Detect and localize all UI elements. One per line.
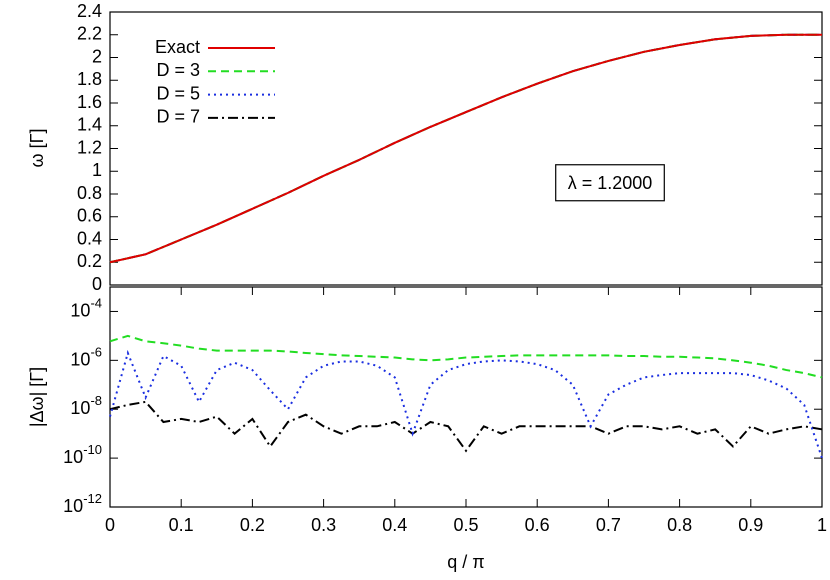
y-tick-label: 0.8 bbox=[77, 183, 102, 203]
data-line bbox=[109, 349, 823, 459]
annotation-box bbox=[555, 164, 665, 202]
x-tick-label: 0.1 bbox=[169, 515, 194, 535]
x-tick-label: 0.4 bbox=[382, 515, 407, 535]
x-tick-label: 1 bbox=[817, 515, 827, 535]
x-tick-label: 0 bbox=[105, 515, 115, 535]
y-tick-label: 0 bbox=[92, 274, 102, 294]
annotation: λ = 1.2000 bbox=[568, 173, 653, 193]
y-tick-label: 2 bbox=[92, 46, 102, 66]
y-tick-label: 10-4 bbox=[70, 296, 102, 320]
y-tick-label: 1 bbox=[92, 160, 102, 180]
data-line bbox=[109, 33, 822, 264]
y-tick-label: 10-10 bbox=[63, 443, 102, 467]
legend-label: D = 7 bbox=[156, 107, 200, 127]
data-line bbox=[109, 33, 822, 264]
x-tick-label: 0.3 bbox=[311, 515, 336, 535]
y-tick-label: 1.4 bbox=[77, 115, 102, 135]
x-axis-label: q / π bbox=[447, 552, 484, 572]
y-tick-label: 2.2 bbox=[77, 24, 102, 44]
data-line bbox=[109, 33, 822, 264]
y-tick-label: 0.4 bbox=[77, 228, 102, 248]
x-tick-label: 0.8 bbox=[667, 515, 692, 535]
data-line bbox=[109, 400, 823, 453]
y-tick-label: 1.6 bbox=[77, 92, 102, 112]
x-tick-label: 0.2 bbox=[240, 515, 265, 535]
legend-label: D = 5 bbox=[156, 83, 200, 103]
x-tick-label: 0.9 bbox=[738, 515, 763, 535]
data-line bbox=[109, 334, 823, 379]
y-tick-label: 1.8 bbox=[77, 69, 102, 89]
x-tick-label: 0.5 bbox=[453, 515, 478, 535]
legend-label: D = 3 bbox=[156, 60, 200, 80]
y-tick-label: 2.4 bbox=[77, 1, 102, 21]
y-axis-label: ω [Γ] bbox=[27, 129, 47, 168]
legend-label: Exact bbox=[155, 37, 200, 57]
data-line bbox=[109, 33, 822, 264]
y-tick-label: 1.2 bbox=[77, 137, 102, 157]
plot-frame bbox=[109, 286, 823, 508]
x-tick-label: 0.7 bbox=[596, 515, 621, 535]
plot-frame bbox=[109, 11, 823, 286]
y-tick-label: 10-8 bbox=[70, 394, 102, 418]
y-tick-label: 10-6 bbox=[70, 345, 102, 369]
y-tick-label: 10-12 bbox=[63, 491, 102, 515]
y-axis-label: |Δω| [Γ] bbox=[27, 367, 47, 427]
y-tick-label: 0.2 bbox=[77, 251, 102, 271]
x-tick-label: 0.6 bbox=[525, 515, 550, 535]
y-tick-label: 0.6 bbox=[77, 206, 102, 226]
